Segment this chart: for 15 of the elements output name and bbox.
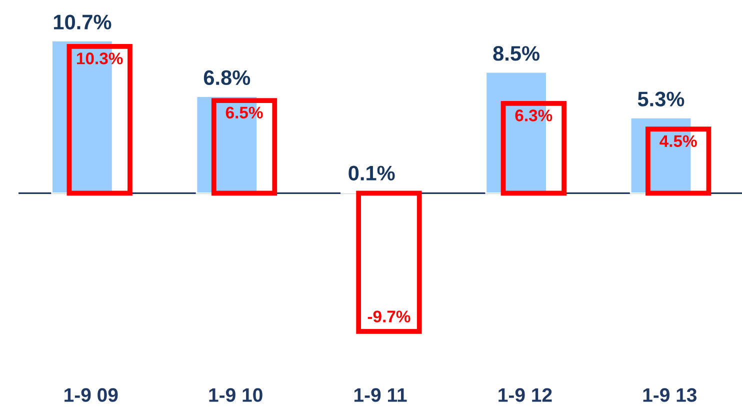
- data-label: 4.5%: [660, 135, 697, 147]
- data-label: 6.8%: [204, 70, 250, 86]
- data-label: 0.1%: [348, 166, 395, 181]
- data-label: 10.3%: [77, 52, 123, 64]
- data-label: -9.7%: [368, 310, 410, 322]
- data-label: 5.3%: [638, 92, 684, 106]
- x-tick-label: 1-9 13: [643, 388, 697, 402]
- x-tick-label: 1-9 10: [209, 388, 262, 402]
- x-tick-label: 1-9 09: [64, 388, 118, 402]
- data-label: 6.3%: [515, 110, 552, 122]
- data-label: 6.5%: [226, 106, 263, 118]
- data-label: 8.5%: [493, 46, 540, 61]
- data-label: 10.7%: [54, 14, 112, 30]
- x-tick-label: 1-9 11: [354, 388, 407, 402]
- x-tick-label: 1-9 12: [498, 388, 552, 402]
